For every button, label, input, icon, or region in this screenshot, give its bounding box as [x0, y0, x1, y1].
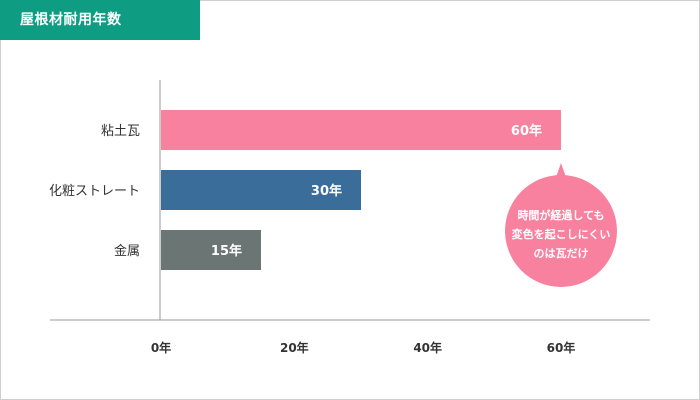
- value-label-2: 30年: [311, 183, 342, 199]
- x-tick-label-3: 40年: [413, 340, 442, 355]
- callout-text-line-3: のは瓦だけ: [534, 247, 589, 260]
- callout-text-line-2: 変色を起こしにくい: [512, 227, 611, 241]
- chart-title-tab: 屋根材耐用年数: [0, 0, 200, 40]
- bar-1: [161, 110, 561, 150]
- chart-title: 屋根材耐用年数: [20, 12, 122, 28]
- bar-2: [161, 170, 361, 210]
- value-label-3: 15年: [211, 243, 242, 259]
- value-label-1: 60年: [511, 123, 542, 139]
- x-tick-label-2: 20年: [280, 340, 309, 355]
- category-label-1: 粘土瓦: [101, 124, 140, 139]
- x-tick-label-4: 60年: [547, 340, 576, 355]
- category-label-3: 金属: [114, 243, 140, 259]
- bar-3: [161, 230, 261, 270]
- x-tick-label-1: 0年: [151, 340, 171, 355]
- callout-bubble: [505, 175, 617, 287]
- callout-text-line-1: 時間が経過しても: [517, 208, 604, 222]
- category-label-2: 化粧ストレート: [49, 184, 140, 199]
